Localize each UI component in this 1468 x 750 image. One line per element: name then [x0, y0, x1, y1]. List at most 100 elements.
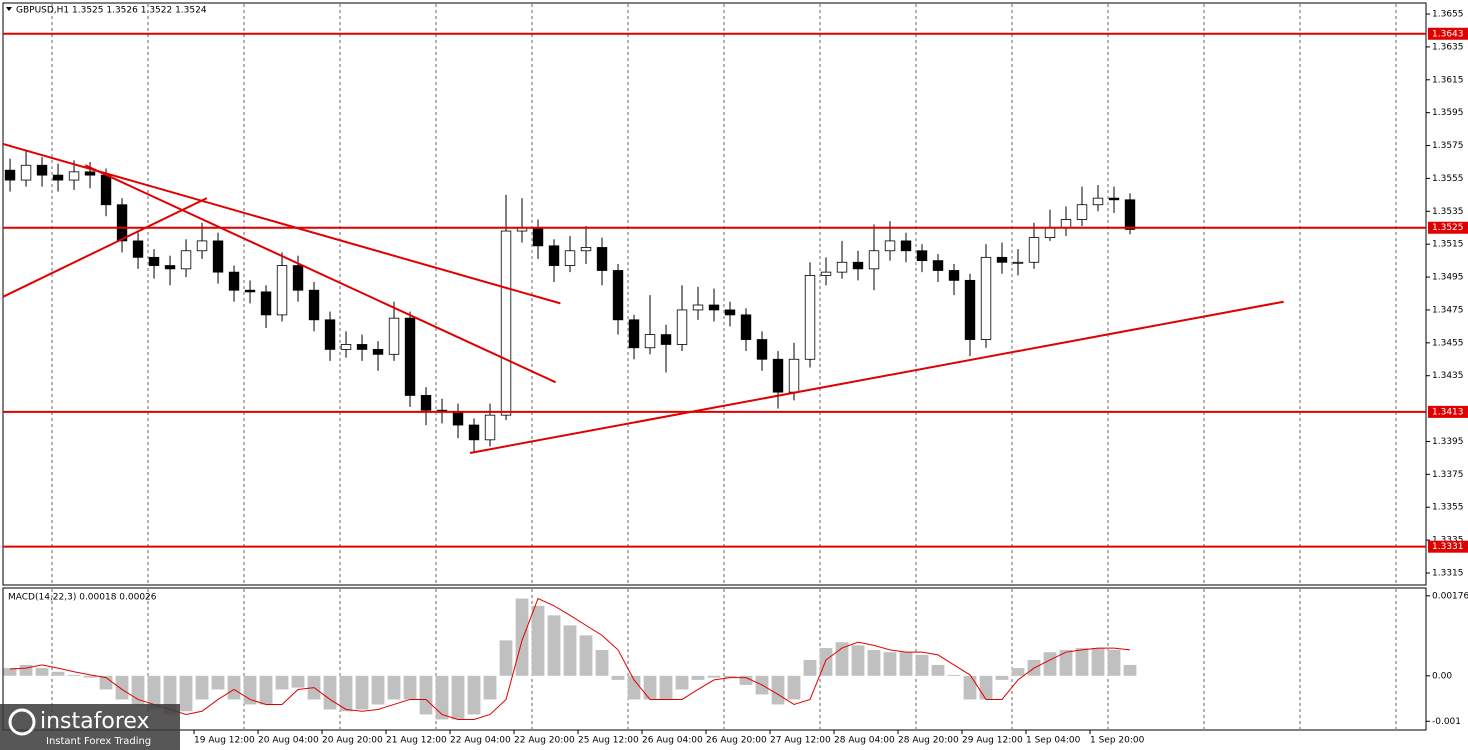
- macd-bar: [867, 649, 881, 676]
- y-tick-label: 0.00: [1432, 671, 1452, 681]
- candle-body: [20, 164, 32, 181]
- macd-bar: [35, 668, 49, 676]
- candle-body: [52, 174, 64, 181]
- y-tick-label: 1.3455: [1432, 338, 1464, 348]
- candle-body: [836, 261, 848, 273]
- macd-bar: [467, 675, 481, 715]
- macd-bar: [1075, 648, 1089, 676]
- candle-body: [1124, 199, 1136, 230]
- candle-body: [244, 289, 256, 293]
- candle-body: [116, 204, 128, 242]
- candle-body: [1044, 227, 1056, 239]
- macd-bar: [243, 675, 257, 705]
- candle-body: [468, 424, 480, 441]
- level-label: 1.3643: [1432, 29, 1464, 39]
- y-tick-label: 1.3375: [1432, 470, 1464, 480]
- y-tick-label: 1.3615: [1432, 75, 1464, 85]
- chart-title: GBPUSD,H1 1.3525 1.3526 1.3522 1.3524: [16, 6, 207, 16]
- macd-bar: [1059, 649, 1073, 676]
- candle-body: [308, 289, 320, 321]
- price-panel: [2, 2, 1427, 586]
- macd-bar: [531, 605, 545, 676]
- candle-body: [356, 344, 368, 350]
- macd-bar: [691, 675, 705, 680]
- y-tick-label: 1.3475: [1432, 305, 1464, 315]
- macd-bar: [643, 675, 657, 700]
- candle-body: [404, 317, 416, 396]
- x-tick-label: 20 Aug 20:00: [322, 736, 383, 746]
- x-tick-label: 21 Aug 12:00: [386, 736, 447, 746]
- macd-bar: [291, 675, 305, 688]
- level-label-box: [1428, 540, 1468, 553]
- macd-bar: [931, 664, 945, 676]
- candle-body: [820, 271, 832, 276]
- candle-body: [948, 270, 960, 281]
- macd-title: MACD(14,22,3) 0.00018 0.00026: [8, 593, 157, 603]
- level-label: 1.3525: [1432, 223, 1464, 233]
- y-tick-label: 1.3575: [1432, 141, 1464, 151]
- macd-bar: [611, 675, 625, 680]
- logo-icon: [8, 708, 36, 736]
- macd-bar: [707, 675, 721, 678]
- macd-bar: [659, 675, 673, 700]
- candle-body: [260, 291, 272, 316]
- macd-bar: [771, 675, 785, 705]
- macd-panel: [2, 587, 1427, 731]
- candle-body: [964, 279, 976, 340]
- logo: instaforex Instant Forex Trading: [0, 704, 180, 750]
- candle-body: [500, 230, 512, 416]
- y-tick-label: -0.001: [1432, 717, 1461, 727]
- macd-bar: [787, 675, 801, 700]
- candle-body: [884, 240, 896, 252]
- macd-bar: [803, 659, 817, 676]
- macd-bar: [259, 675, 273, 705]
- macd-bar: [387, 675, 401, 700]
- candle-body: [372, 349, 384, 355]
- macd-bar: [1107, 649, 1121, 676]
- candle-body: [612, 270, 624, 321]
- macd-bar: [211, 675, 225, 690]
- candle-body: [212, 240, 224, 273]
- macd-bar: [995, 675, 1009, 680]
- macd-bar: [915, 654, 929, 676]
- x-tick-label: 25 Aug 12:00: [578, 736, 639, 746]
- macd-bar: [147, 675, 161, 710]
- x-tick-label: 22 Aug 04:00: [450, 736, 511, 746]
- x-tick-label: 28 Aug 20:00: [898, 736, 959, 746]
- x-tick-label: 20 Aug 04:00: [258, 736, 319, 746]
- macd-bar: [499, 640, 513, 676]
- candle-body: [1060, 219, 1072, 229]
- macd-bar: [275, 675, 289, 690]
- macd-bar: [1011, 668, 1025, 676]
- candle-body: [388, 317, 400, 355]
- candle-body: [100, 174, 112, 206]
- macd-bar: [723, 675, 737, 678]
- candle-body: [292, 265, 304, 291]
- candle-body: [804, 275, 816, 360]
- candle-body: [772, 358, 784, 393]
- candle-body: [1108, 197, 1120, 201]
- macd-bar: [83, 675, 97, 678]
- x-tick-label: 1 Sep 20:00: [1090, 736, 1145, 746]
- macd-bar: [883, 652, 897, 676]
- macd-bar: [899, 652, 913, 676]
- macd-bar: [1091, 648, 1105, 676]
- macd-bar: [403, 675, 417, 700]
- candle-body: [4, 169, 16, 181]
- y-tick-label: 1.3595: [1432, 108, 1464, 118]
- candle-body: [916, 250, 928, 262]
- x-tick-label: 19 Aug 12:00: [194, 736, 255, 746]
- macd-bar: [675, 675, 689, 690]
- macd-bar: [627, 675, 641, 700]
- macd-bar: [947, 674, 961, 676]
- macd-bar: [99, 675, 113, 690]
- x-tick-label: 22 Aug 20:00: [514, 736, 575, 746]
- candle-body: [68, 171, 80, 181]
- marks: 1.3655 1.3635 1.3615 1.3595 1.3575 1.3555 1.35…: [2, 10, 1468, 746]
- macd-bar: [739, 675, 753, 685]
- macd-bar: [435, 675, 449, 720]
- logo-tagline: Instant Forex Trading: [46, 736, 151, 747]
- macd-bar: [131, 675, 145, 705]
- candle-body: [420, 395, 432, 411]
